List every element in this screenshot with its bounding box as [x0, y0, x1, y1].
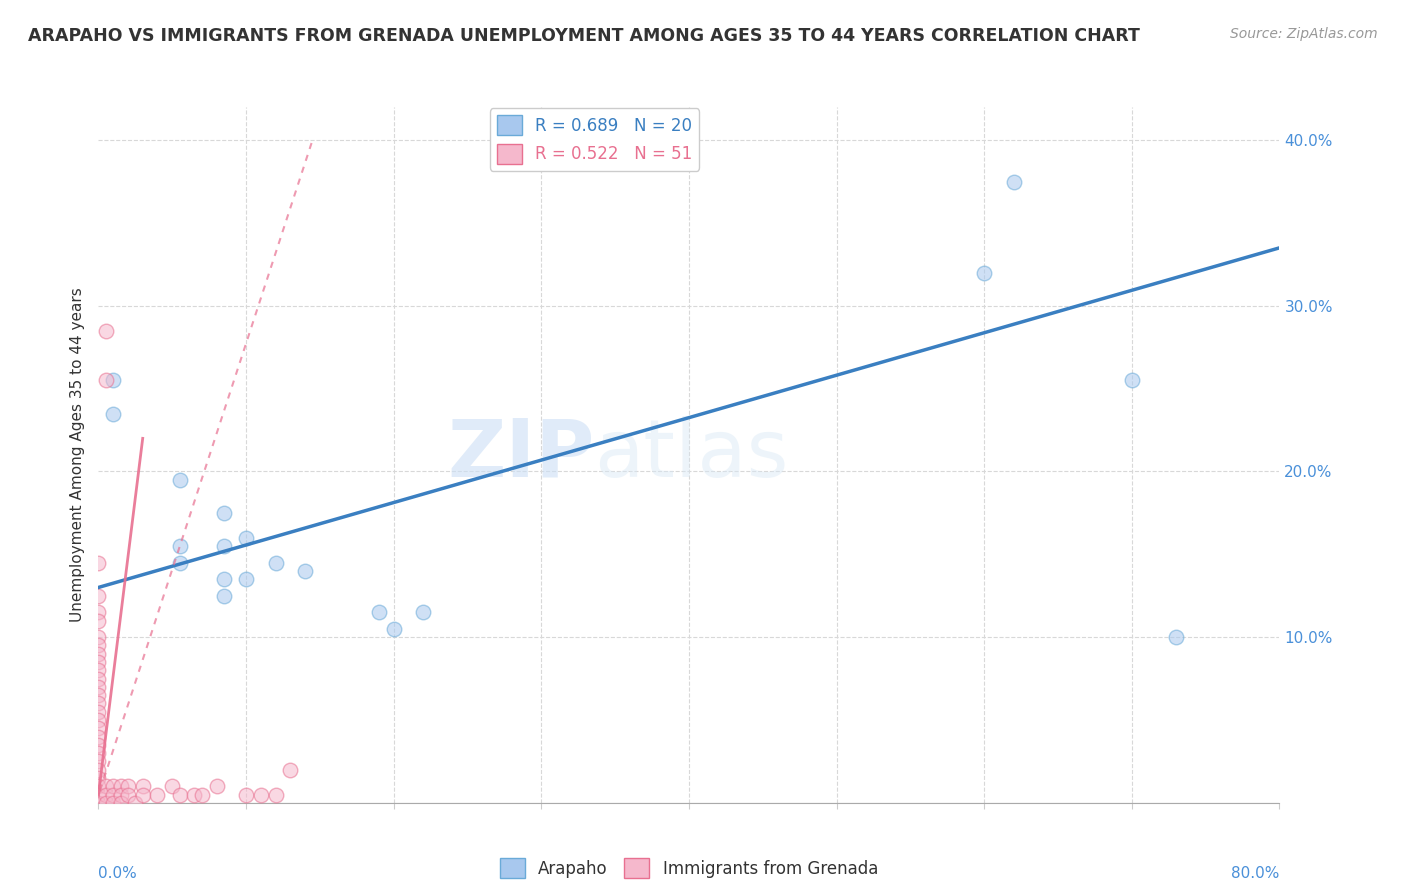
Point — [205, 779, 228, 793]
Point — [87, 705, 110, 719]
Point — [1002, 175, 1025, 189]
Point — [87, 730, 110, 744]
Point — [87, 763, 110, 777]
Point — [1121, 373, 1143, 387]
Point — [191, 788, 214, 802]
Point — [212, 506, 235, 520]
Point — [87, 639, 110, 653]
Point — [87, 755, 110, 769]
Point — [117, 788, 139, 802]
Point — [264, 556, 287, 570]
Point — [212, 539, 235, 553]
Point — [103, 373, 125, 387]
Point — [278, 763, 302, 777]
Point — [169, 539, 191, 553]
Point — [124, 796, 146, 810]
Point — [94, 324, 117, 338]
Point — [132, 788, 155, 802]
Point — [235, 572, 257, 586]
Point — [87, 680, 110, 694]
Point — [87, 721, 110, 735]
Point — [94, 788, 117, 802]
Point — [87, 697, 110, 711]
Point — [87, 655, 110, 669]
Point — [183, 788, 205, 802]
Point — [212, 572, 235, 586]
Point — [87, 746, 110, 760]
Point — [146, 788, 169, 802]
Legend: Arapaho, Immigrants from Grenada: Arapaho, Immigrants from Grenada — [494, 851, 884, 885]
Text: ZIP: ZIP — [447, 416, 595, 494]
Point — [110, 779, 132, 793]
Point — [412, 605, 434, 619]
Point — [250, 788, 273, 802]
Point — [87, 672, 110, 686]
Point — [87, 605, 110, 619]
Point — [87, 738, 110, 752]
Point — [87, 556, 110, 570]
Point — [87, 663, 110, 677]
Point — [103, 796, 125, 810]
Point — [94, 373, 117, 387]
Point — [94, 779, 117, 793]
Point — [368, 605, 391, 619]
Point — [87, 688, 110, 702]
Point — [110, 788, 132, 802]
Point — [103, 788, 125, 802]
Point — [87, 647, 110, 661]
Text: ARAPAHO VS IMMIGRANTS FROM GRENADA UNEMPLOYMENT AMONG AGES 35 TO 44 YEARS CORREL: ARAPAHO VS IMMIGRANTS FROM GRENADA UNEMP… — [28, 27, 1140, 45]
Point — [87, 589, 110, 603]
Point — [87, 614, 110, 628]
Point — [132, 779, 155, 793]
Point — [294, 564, 316, 578]
Y-axis label: Unemployment Among Ages 35 to 44 years: Unemployment Among Ages 35 to 44 years — [69, 287, 84, 623]
Text: 0.0%: 0.0% — [98, 866, 138, 880]
Point — [169, 473, 191, 487]
Point — [382, 622, 405, 636]
Point — [169, 556, 191, 570]
Point — [212, 589, 235, 603]
Point — [103, 407, 125, 421]
Point — [973, 266, 995, 280]
Point — [87, 630, 110, 644]
Point — [162, 779, 183, 793]
Text: Source: ZipAtlas.com: Source: ZipAtlas.com — [1230, 27, 1378, 41]
Point — [87, 771, 110, 785]
Point — [87, 779, 110, 793]
Point — [103, 779, 125, 793]
Point — [117, 779, 139, 793]
Point — [264, 788, 287, 802]
Point — [235, 788, 257, 802]
Point — [87, 788, 110, 802]
Point — [87, 796, 110, 810]
Point — [169, 788, 191, 802]
Text: atlas: atlas — [595, 416, 789, 494]
Point — [235, 531, 257, 545]
Point — [110, 796, 132, 810]
Point — [1164, 630, 1187, 644]
Point — [87, 713, 110, 727]
Point — [94, 796, 117, 810]
Text: 80.0%: 80.0% — [1232, 866, 1279, 880]
